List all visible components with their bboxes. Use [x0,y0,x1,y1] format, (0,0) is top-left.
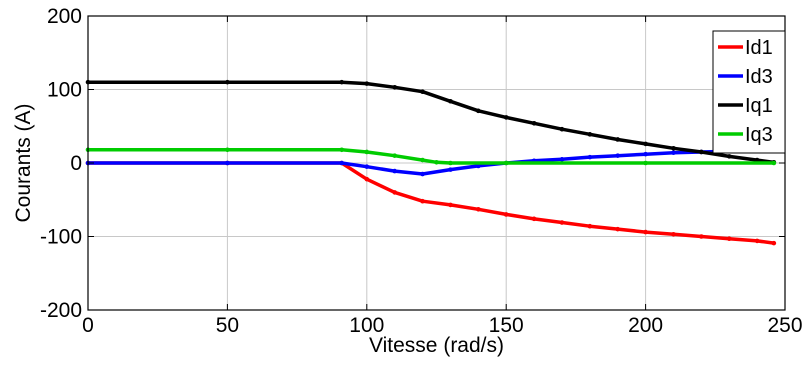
data-point-id1 [559,220,565,225]
y-tick-label: 200 [47,5,82,28]
data-point-id1 [531,216,537,222]
y-tick-label: -200 [40,299,82,322]
tick-labels: 0 50 100 150 200 250 -200 -100 0 100 200 [40,5,803,337]
x-tick-label: 250 [767,314,802,337]
x-tick-label: 50 [216,314,239,337]
data-point-iq3 [771,160,777,166]
data-point-id1 [587,223,593,229]
data-point-iq3 [503,160,509,166]
x-tick-label: 0 [82,314,94,337]
legend-label-iq3: Iq3 [745,124,773,146]
data-point-iq1 [615,137,621,142]
data-point-iq1 [476,108,481,114]
data-point-id3 [559,157,565,162]
legend-label-iq1: Iq1 [745,95,773,117]
data-point-iq3 [420,157,425,163]
data-point-id3 [476,163,481,169]
data-point-iq1 [726,154,732,159]
data-point-iq3 [339,147,345,153]
data-point-id1 [771,240,777,246]
data-point-iq1 [587,132,593,137]
y-axis-label: Courants (A) [12,103,35,222]
data-point-id1 [699,234,704,239]
data-point-id3 [448,167,453,172]
legend-label-id3: Id3 [745,66,773,88]
data-point-id1 [364,176,370,182]
data-point-iq1 [364,81,370,86]
data-point-id1 [643,229,648,235]
data-point-id1 [476,207,481,212]
data-point-id3 [364,164,370,169]
data-point-iq1 [643,141,648,147]
data-point-iq3 [364,149,370,155]
data-point-iq3 [434,159,439,165]
data-point-id1 [392,190,397,195]
x-tick-label: 100 [349,314,384,337]
data-point-id1 [503,212,509,217]
data-point-iq1 [559,126,565,132]
data-point-id1 [754,238,760,244]
data-point-iq1 [699,149,704,155]
x-axis-label: Vitesse (rad/s) [369,334,504,357]
y-tick-label: 0 [70,152,82,175]
data-point-id1 [615,226,621,232]
data-point-id3 [392,168,397,174]
data-point-iq1 [671,146,676,151]
data-point-id1 [448,202,453,208]
data-point-iq1 [225,79,230,85]
data-point-iq1 [448,98,453,104]
data-point-id3 [587,154,593,160]
data-point-id1 [420,198,425,204]
data-point-iq3 [392,153,397,158]
data-point-id3 [615,153,621,158]
data-point-id3 [643,151,648,157]
data-point-iq3 [448,160,453,166]
data-point-id1 [671,231,676,237]
data-point-id3 [420,171,425,177]
x-tick-label: 150 [489,314,524,337]
data-point-iq3 [643,160,648,166]
data-point-id3 [671,150,676,156]
x-tick-label: 200 [628,314,663,337]
plot-lines [85,79,777,246]
data-point-id3 [339,160,345,166]
y-tick-label: -100 [40,226,82,249]
series-line-id1 [86,161,776,245]
legend: Id1 Id3 Iq1 Iq3 [712,30,786,154]
data-point-iq1 [420,89,425,95]
data-point-iq1 [503,115,509,120]
data-point-id1 [726,236,732,242]
data-point-iq1 [531,121,537,126]
y-tick-label: 100 [47,79,82,102]
data-point-id3 [225,160,230,166]
legend-label-id1: Id1 [745,37,773,59]
data-point-iq3 [225,147,230,153]
data-point-iq1 [392,84,397,90]
data-point-iq1 [339,79,345,85]
data-point-iq1 [754,157,760,163]
